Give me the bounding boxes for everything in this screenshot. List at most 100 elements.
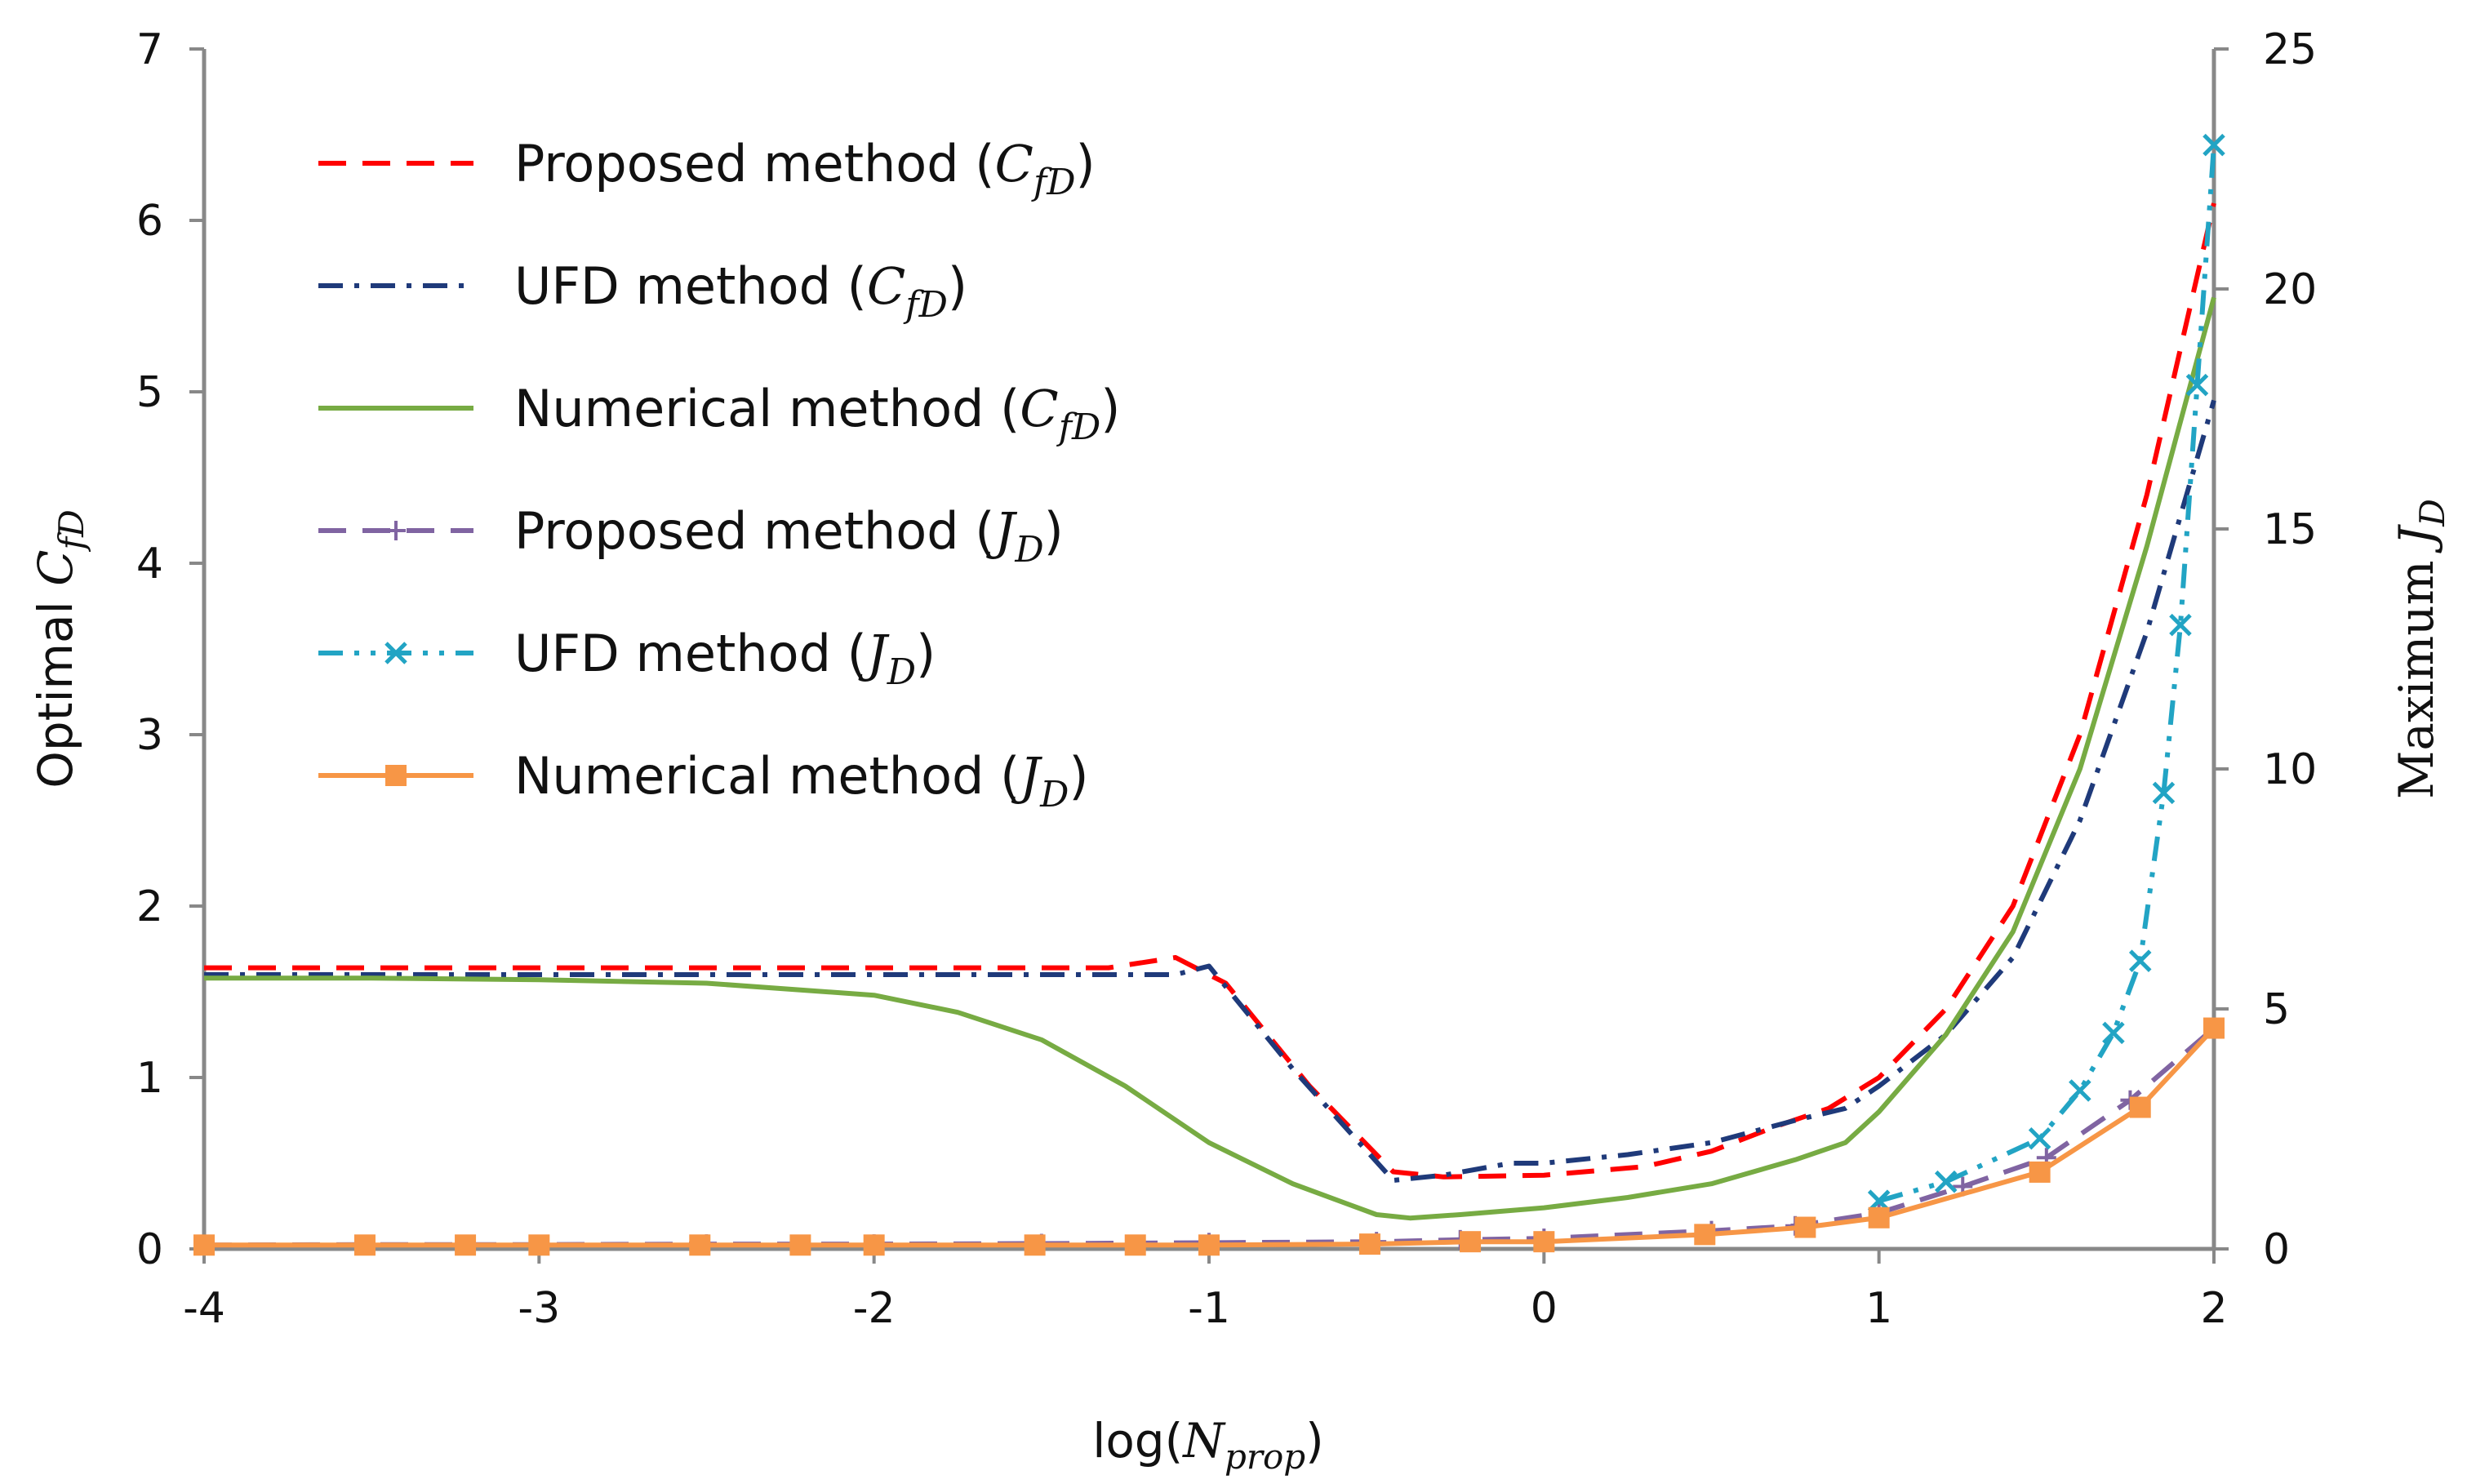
series-point-5 (1198, 1234, 1220, 1256)
legend-label-sub: fD (903, 284, 948, 326)
y-right-tick-label: 25 (2263, 25, 2317, 74)
y-left-tick-label: 5 (136, 368, 163, 417)
legend-label-5: Numerical method (JD) (514, 746, 1089, 815)
series-layer (193, 133, 2225, 1256)
series-point-5 (1868, 1206, 1890, 1229)
series-point-4 (2028, 1126, 2051, 1150)
y-left-tick-label: 3 (136, 711, 163, 760)
legend-label-sub: D (1014, 529, 1043, 571)
series-point-5 (353, 1234, 376, 1256)
y-left-tick-label: 7 (136, 25, 163, 74)
legend-label-sub: fD (1031, 162, 1076, 203)
y-left-tick-label: 2 (136, 882, 163, 931)
x-tick-label: -2 (853, 1284, 896, 1333)
legend-label-prefix: UFD method ( (514, 256, 867, 316)
legend-label-var: C (867, 256, 905, 316)
y-left-tick-label: 4 (136, 540, 163, 589)
legend-label-sub: fD (1056, 407, 1101, 448)
series-line-2 (204, 296, 2216, 1221)
series-point-5 (1124, 1234, 1146, 1256)
legend-label-prefix: UFD method ( (514, 624, 867, 683)
series-point-5 (1460, 1231, 1482, 1253)
legend-label-sub: D (1039, 774, 1069, 815)
y-left-axis-title: Optimal CfD (28, 509, 91, 789)
x-tick-label: -3 (518, 1284, 560, 1333)
legend-label-prefix: Numerical method ( (514, 746, 1020, 806)
legend-label-var: C (995, 134, 1033, 193)
series-line-0 (204, 202, 2216, 1180)
x-tick-label: 2 (2200, 1284, 2227, 1333)
series-point-5 (1358, 1233, 1380, 1255)
y-left-axis-title-prefix: Optimal (28, 586, 83, 789)
x-tick-label: -4 (183, 1284, 225, 1333)
y-right-axis-title-prefix: Maximum (2389, 545, 2444, 799)
y-right-tick-label: 15 (2263, 505, 2317, 554)
legend-label-prefix: Proposed method ( (514, 134, 995, 193)
series-point-5 (2203, 1017, 2225, 1039)
legend-label-suffix: ) (916, 624, 936, 683)
legend-label-suffix: ) (1069, 746, 1088, 806)
x-axis-title-var: N (1181, 1413, 1226, 1468)
series-point-4 (2185, 373, 2209, 397)
legend-label-suffix: ) (1100, 379, 1120, 438)
series-line-1 (204, 399, 2216, 1183)
x-axis-title: log(Nprop) (1092, 1413, 1324, 1477)
legend-label-var: C (1020, 379, 1058, 438)
series-point-5 (1694, 1224, 1716, 1246)
series-point-4 (2069, 1079, 2091, 1102)
legend-label-3: Proposed method (JD) (514, 501, 1064, 571)
series-point-5 (863, 1234, 885, 1256)
y-left-tick-label: 1 (136, 1054, 163, 1103)
series-point-5 (1794, 1216, 1816, 1238)
series-point-4 (2128, 949, 2152, 972)
series-point-5 (1533, 1231, 1555, 1253)
series-point-5 (1024, 1234, 1046, 1256)
legend-label-4: UFD method (JD) (514, 624, 936, 693)
legend-marker-4 (384, 642, 407, 664)
series-point-4 (2203, 133, 2225, 157)
legend-label-1: UFD method (CfD) (514, 256, 967, 326)
x-axis-title-prefix: log( (1092, 1413, 1183, 1468)
legend-marker-3 (386, 521, 406, 540)
x-tick-label: 1 (1865, 1284, 1892, 1333)
legend-label-2: Numerical method (CfD) (514, 379, 1121, 448)
series-point-4 (2152, 781, 2176, 805)
x-tick-label: 0 (1531, 1284, 1558, 1333)
plot-frame (202, 49, 2216, 1251)
y-right-tick-label: 10 (2263, 745, 2317, 794)
y-left-tick-label: 6 (136, 197, 163, 246)
series-line-4 (1878, 144, 2216, 1204)
y-right-tick-label: 0 (2263, 1225, 2290, 1274)
series-point-5 (2029, 1161, 2051, 1183)
series-point-5 (193, 1234, 215, 1256)
x-axis-title-sub: prop (1225, 1437, 1305, 1477)
x-axis-title-suffix: ) (1305, 1413, 1324, 1468)
series-point-5 (455, 1234, 477, 1256)
y-left-axis-title-var: C (28, 549, 83, 585)
y-right-tick-label: 5 (2263, 985, 2290, 1034)
x-tick-label: -1 (1188, 1284, 1230, 1333)
series-point-5 (528, 1234, 550, 1256)
legend-marker-5 (385, 765, 407, 786)
y-right-axis-title: Maximum JD (2389, 499, 2452, 799)
series-point-4 (2102, 1021, 2125, 1045)
series-point-5 (2129, 1096, 2151, 1118)
y-right-tick-label: 20 (2263, 265, 2317, 314)
y-left-axis-title-sub: fD (51, 509, 91, 552)
legend-label-suffix: ) (948, 256, 967, 316)
legend-label-sub: D (887, 651, 916, 693)
series-point-5 (689, 1234, 711, 1256)
legend: Proposed method (CfD)UFD method (CfD)Num… (318, 134, 1121, 815)
legend-label-suffix: ) (1044, 501, 1064, 561)
series-point-4 (1934, 1170, 1958, 1193)
series-point-4 (2169, 613, 2192, 637)
series-point-5 (789, 1234, 811, 1256)
legend-label-prefix: Proposed method ( (514, 501, 995, 561)
y-left-tick-label: 0 (136, 1225, 163, 1274)
legend-label-0: Proposed method (CfD) (514, 134, 1096, 203)
legend-label-prefix: Numerical method ( (514, 379, 1020, 438)
legend-label-suffix: ) (1076, 134, 1096, 193)
y-right-axis-title-sub: D (2412, 499, 2452, 527)
